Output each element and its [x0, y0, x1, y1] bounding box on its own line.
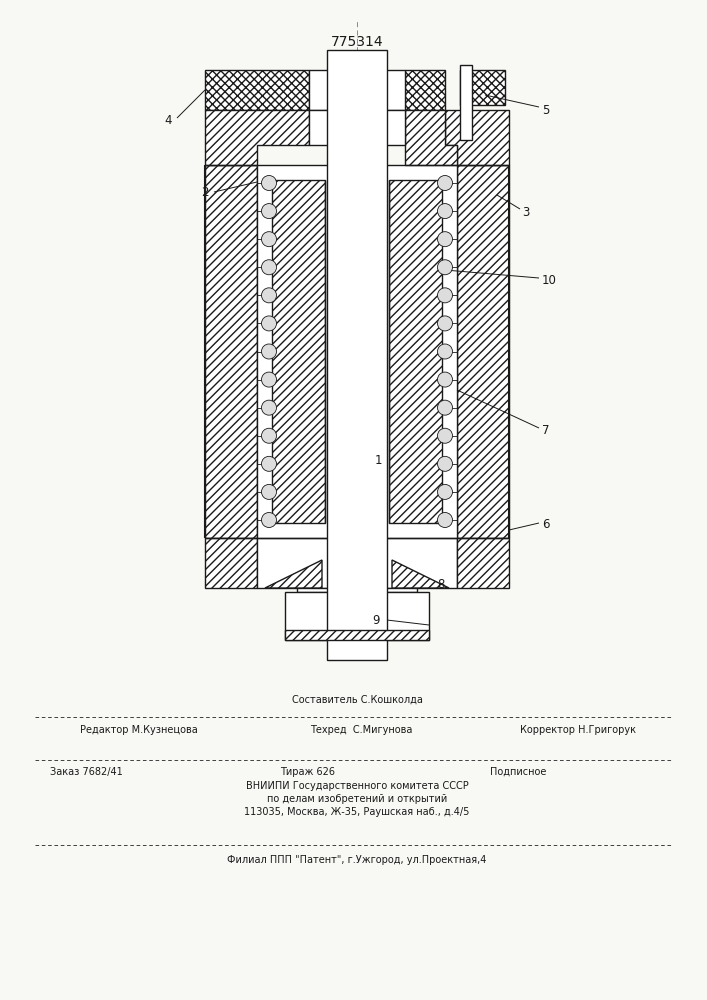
Polygon shape [457, 538, 509, 588]
Circle shape [262, 400, 276, 415]
Text: Техред  С.Мигунова: Техред С.Мигунова [310, 725, 412, 735]
Circle shape [438, 372, 452, 387]
Text: по делам изобретений и открытий: по делам изобретений и открытий [267, 794, 447, 804]
Polygon shape [392, 560, 449, 588]
Text: Филиал ППП "Патент", г.Ужгород, ул.Проектная,4: Филиал ППП "Патент", г.Ужгород, ул.Проек… [228, 855, 486, 865]
Text: Составитель С.Кошколда: Составитель С.Кошколда [291, 695, 423, 705]
Text: 1: 1 [375, 454, 382, 466]
Circle shape [262, 232, 276, 247]
Circle shape [438, 428, 452, 443]
Text: Редактор М.Кузнецова: Редактор М.Кузнецова [80, 725, 198, 735]
Circle shape [438, 316, 452, 331]
Circle shape [262, 456, 276, 471]
Circle shape [438, 456, 452, 471]
Polygon shape [272, 180, 325, 523]
Circle shape [438, 400, 452, 415]
Text: Подписное: Подписное [490, 767, 547, 777]
Polygon shape [445, 110, 509, 165]
Polygon shape [405, 70, 445, 110]
Bar [327, 50, 387, 660]
Text: Тираж 626: Тираж 626 [280, 767, 335, 777]
Circle shape [262, 288, 276, 303]
Polygon shape [205, 165, 257, 538]
Polygon shape [389, 180, 442, 523]
Circle shape [262, 512, 276, 528]
Circle shape [438, 484, 452, 499]
Circle shape [438, 512, 452, 528]
Polygon shape [285, 630, 429, 640]
Text: 10: 10 [542, 273, 557, 286]
Circle shape [262, 372, 276, 387]
Text: 5: 5 [542, 104, 549, 116]
Circle shape [262, 204, 276, 219]
Polygon shape [205, 538, 257, 588]
Bar [309, 110, 405, 145]
Text: 775314: 775314 [331, 35, 383, 49]
Text: Корректор Н.Григорук: Корректор Н.Григорук [520, 725, 636, 735]
Text: 4: 4 [165, 113, 172, 126]
Circle shape [262, 316, 276, 331]
Bar [257, 538, 457, 588]
Bar [460, 65, 472, 140]
Circle shape [262, 260, 276, 275]
Bar [297, 588, 417, 592]
Circle shape [438, 232, 452, 247]
Circle shape [438, 288, 452, 303]
Bar [257, 165, 457, 538]
Text: 6: 6 [542, 518, 549, 532]
Text: 2: 2 [201, 186, 209, 198]
Polygon shape [405, 110, 457, 165]
Circle shape [438, 204, 452, 219]
Text: 113035, Москва, Ж-35, Раушская наб., д.4/5: 113035, Москва, Ж-35, Раушская наб., д.4… [245, 807, 469, 817]
Circle shape [262, 428, 276, 443]
Polygon shape [460, 70, 505, 105]
Text: Заказ 7682/41: Заказ 7682/41 [50, 767, 123, 777]
Circle shape [262, 484, 276, 499]
Text: ВНИИПИ Государственного комитета СССР: ВНИИПИ Государственного комитета СССР [245, 781, 468, 791]
Text: 7: 7 [542, 424, 549, 436]
Circle shape [438, 344, 452, 359]
Circle shape [262, 176, 276, 190]
Text: 8: 8 [437, 578, 445, 591]
Text: 3: 3 [522, 206, 530, 219]
Text: 9: 9 [372, 613, 380, 626]
Polygon shape [457, 165, 509, 538]
Polygon shape [205, 110, 309, 165]
Bar [285, 592, 429, 640]
Circle shape [438, 260, 452, 275]
Circle shape [262, 344, 276, 359]
Circle shape [438, 176, 452, 190]
Polygon shape [205, 70, 309, 110]
Polygon shape [265, 560, 322, 588]
Bar [309, 70, 405, 110]
